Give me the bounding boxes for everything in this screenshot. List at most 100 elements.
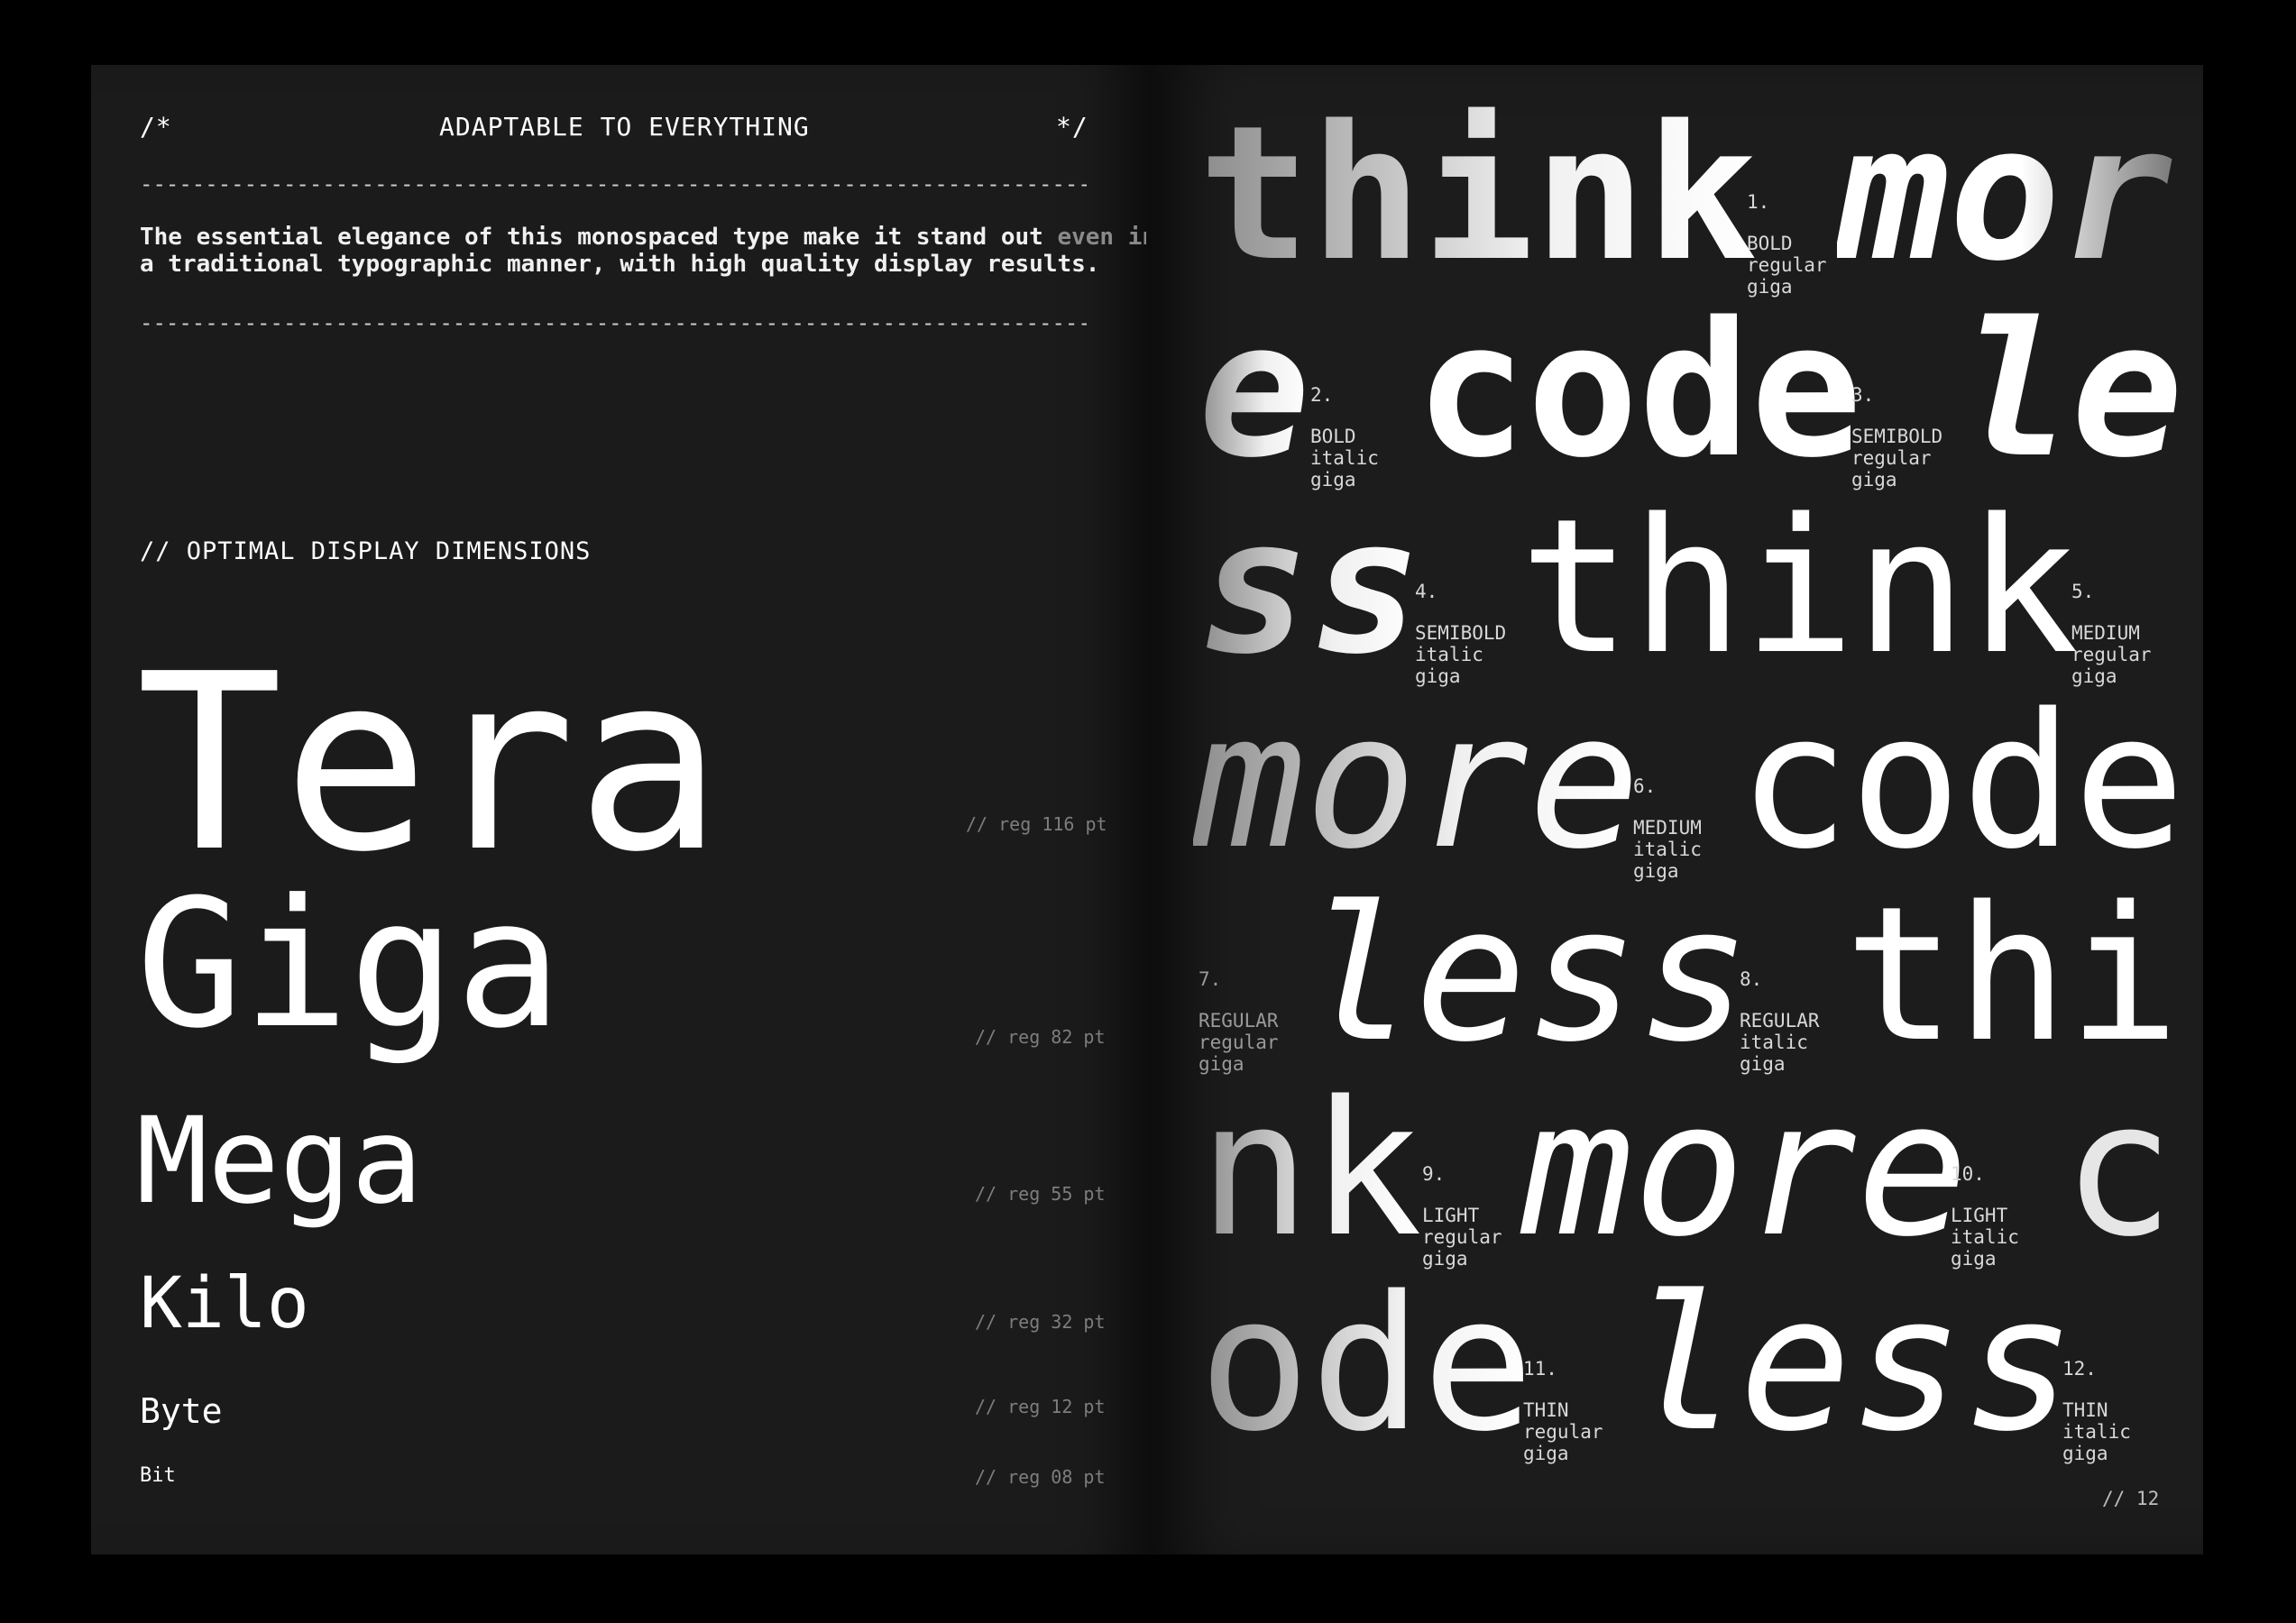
label-7-weight: REGULAR: [1199, 1010, 1279, 1032]
label-4-number: 4.: [1415, 581, 1438, 602]
label-9: 9. LIGHT regular giga: [1422, 1120, 1502, 1270]
label-3-style: regular: [1851, 447, 1932, 469]
label-10-weight: LIGHT: [1951, 1205, 2008, 1226]
specimen-mega-note: // reg 55 pt: [975, 1183, 1106, 1205]
specimen-kilo-note: // reg 32 pt: [975, 1311, 1106, 1333]
label-7-style: regular: [1199, 1032, 1279, 1053]
specimen-giga-note: // reg 82 pt: [975, 1026, 1106, 1048]
fragment-ode-thin: ode: [1199, 1256, 1535, 1472]
label-11: 11. THIN regular giga: [1523, 1315, 1603, 1464]
label-9-size: giga: [1422, 1248, 1468, 1270]
fragment-nk-light: nk: [1199, 1061, 1423, 1278]
fragment-more-medium-italic: more: [1193, 674, 1641, 890]
fragment-code-semibold: code: [1415, 282, 1863, 499]
label-10: 10. LIGHT italic giga: [1951, 1120, 2019, 1270]
left-page: /* ADAPTABLE TO EVERYTHING */ ----------…: [91, 65, 1148, 1554]
fragment-code-regular: code: [1738, 674, 2186, 890]
label-5-size: giga: [2071, 665, 2117, 687]
specimen-mega: Mega: [136, 1092, 423, 1231]
fragment-c-light-italic: c: [2062, 1061, 2175, 1278]
label-10-style: italic: [1951, 1226, 2019, 1248]
label-11-weight: THIN: [1523, 1399, 1569, 1421]
label-12-size: giga: [2062, 1443, 2108, 1464]
fragment-less-regular-italic: less: [1303, 867, 1751, 1083]
label-4-size: giga: [1415, 665, 1461, 687]
label-9-weight: LIGHT: [1422, 1205, 1480, 1226]
label-3-size: giga: [1851, 469, 1897, 491]
label-1: 1. BOLD regular giga: [1747, 148, 1827, 298]
section-title: // OPTIMAL DISPLAY DIMENSIONS: [140, 537, 592, 565]
label-6-style: italic: [1633, 839, 1702, 860]
label-9-number: 9.: [1422, 1163, 1446, 1185]
label-8-size: giga: [1740, 1053, 1786, 1075]
fragment-ss-semibold-italic: ss: [1199, 479, 1423, 695]
specimen-giga: Giga: [136, 862, 563, 1068]
label-2-size: giga: [1310, 469, 1356, 491]
label-12-style: italic: [2062, 1421, 2131, 1443]
intro-line-1: The essential elegance of this monospace…: [140, 224, 1043, 251]
label-1-style: regular: [1747, 254, 1827, 276]
label-10-size: giga: [1951, 1248, 1997, 1270]
label-11-size: giga: [1523, 1443, 1569, 1464]
intro-line-1-dim: even in: [1057, 224, 1148, 251]
label-2: 2. BOLD italic giga: [1310, 341, 1379, 491]
specimen-byte: Byte: [140, 1391, 223, 1431]
fragment-more-light-italic: more: [1521, 1061, 1970, 1278]
fragment-mor-bold-italic: mor: [1837, 86, 2173, 302]
label-6-size: giga: [1633, 860, 1679, 882]
label-4-style: italic: [1415, 644, 1483, 665]
label-7: 7. REGULAR regular giga: [1199, 925, 1279, 1075]
specimen-bit-note: // reg 08 pt: [975, 1466, 1106, 1488]
specimen-byte-note: // reg 12 pt: [975, 1396, 1106, 1417]
specimen-tera: Tera: [136, 621, 723, 905]
label-11-number: 11.: [1523, 1358, 1557, 1380]
label-2-number: 2.: [1310, 384, 1334, 406]
label-4-weight: SEMIBOLD: [1415, 622, 1507, 644]
label-5-number: 5.: [2071, 581, 2095, 602]
label-7-number: 7.: [1199, 968, 1222, 990]
label-6-number: 6.: [1633, 775, 1657, 797]
label-1-weight: BOLD: [1747, 233, 1793, 254]
label-3-number: 3.: [1851, 384, 1875, 406]
specimen-bit: Bit: [140, 1464, 176, 1487]
label-2-weight: BOLD: [1310, 426, 1356, 447]
label-8-style: italic: [1740, 1032, 1808, 1053]
comment-close: */: [1056, 112, 1088, 142]
label-12-weight: THIN: [2062, 1399, 2108, 1421]
fragment-think-bold: think: [1199, 86, 1759, 302]
label-6: 6. MEDIUM italic giga: [1633, 732, 1702, 882]
page-title: ADAPTABLE TO EVERYTHING: [439, 112, 810, 142]
label-10-number: 10.: [1951, 1163, 1985, 1185]
label-11-style: regular: [1523, 1421, 1603, 1443]
label-1-number: 1.: [1747, 191, 1770, 213]
label-2-style: italic: [1310, 447, 1379, 469]
divider-top: ----------------------------------------…: [140, 171, 1087, 197]
label-3: 3. SEMIBOLD regular giga: [1851, 341, 1942, 491]
comment-open: /*: [140, 112, 172, 142]
label-8-weight: REGULAR: [1740, 1010, 1820, 1032]
label-3-weight: SEMIBOLD: [1851, 426, 1943, 447]
label-5-style: regular: [2071, 644, 2152, 665]
label-5: 5. MEDIUM regular giga: [2071, 537, 2152, 687]
label-1-size: giga: [1747, 276, 1793, 298]
fragment-thi-light: thi: [1844, 867, 2181, 1083]
label-6-weight: MEDIUM: [1633, 817, 1702, 839]
label-8-number: 8.: [1740, 968, 1763, 990]
divider-bottom: ----------------------------------------…: [140, 310, 1087, 335]
page-number: // 12: [2102, 1488, 2160, 1509]
intro-line-2: a traditional typographic manner, with h…: [140, 251, 1100, 278]
intro-text: The essential elegance of this monospace…: [140, 224, 1148, 278]
label-12: 12. THIN italic giga: [2062, 1315, 2131, 1464]
label-7-size: giga: [1199, 1053, 1244, 1075]
fragment-think-medium: think: [1520, 479, 2080, 695]
fragment-le-semibold-italic: le: [1960, 282, 2184, 499]
specimen-tera-note: // reg 116 pt: [966, 813, 1107, 835]
label-8: 8. REGULAR italic giga: [1740, 925, 1820, 1075]
label-4: 4. SEMIBOLD italic giga: [1415, 537, 1506, 687]
label-5-weight: MEDIUM: [2071, 622, 2140, 644]
label-9-style: regular: [1422, 1226, 1502, 1248]
fragment-e-bold-italic: e: [1199, 282, 1311, 499]
right-page: think 1. BOLD regular giga mor e 2. BOLD i…: [1146, 65, 2203, 1554]
label-12-number: 12.: [2062, 1358, 2097, 1380]
fragment-less-thin-italic: less: [1628, 1256, 2076, 1472]
